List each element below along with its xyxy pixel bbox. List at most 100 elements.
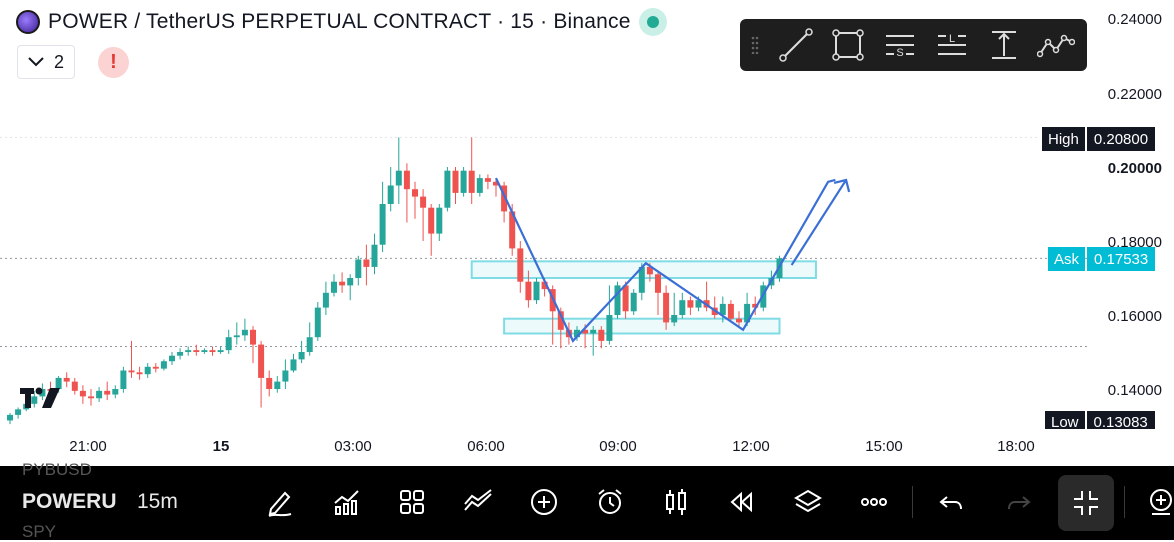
- candle-body: [744, 303, 751, 323]
- candle-body: [663, 292, 670, 323]
- range-box: [503, 317, 781, 335]
- candle-body: [290, 359, 297, 371]
- candle-body: [298, 352, 305, 360]
- layers-icon[interactable]: [790, 484, 826, 520]
- candle-body: [55, 377, 62, 389]
- candle-body: [185, 350, 192, 352]
- high-value: 0.20800: [1086, 127, 1156, 151]
- candle-body: [752, 303, 759, 308]
- long-tool-letter: S: [896, 47, 903, 59]
- add-circle-icon[interactable]: [526, 484, 562, 520]
- candle-body: [347, 278, 354, 286]
- long-position-tool-icon[interactable]: S: [874, 19, 926, 71]
- interval-selector[interactable]: 15m: [137, 490, 178, 513]
- time-label: 18:00: [997, 438, 1035, 455]
- measure-tool-icon[interactable]: [978, 19, 1030, 71]
- redo-icon[interactable]: [1000, 484, 1036, 520]
- candle-body: [379, 204, 386, 245]
- candles-icon[interactable]: [658, 484, 694, 520]
- indicators-icon[interactable]: [329, 484, 365, 520]
- price-label: 0.24000: [1107, 11, 1162, 28]
- candle-body: [436, 207, 443, 234]
- alarm-clock-icon[interactable]: [592, 484, 628, 520]
- price-label: 0.20000: [1107, 160, 1162, 177]
- trend-line-tool-icon[interactable]: [770, 19, 822, 71]
- indicator-collapse-button[interactable]: 2: [17, 45, 75, 79]
- low-price-tag: Low 0.13083: [1045, 411, 1155, 429]
- candle-body: [282, 370, 289, 382]
- fullscreen-exit-button[interactable]: [1058, 475, 1114, 531]
- rectangle-tool-icon[interactable]: [822, 19, 874, 71]
- price-chart[interactable]: [0, 0, 1174, 466]
- candle-body: [209, 350, 216, 352]
- candle-body: [250, 329, 256, 345]
- candle-body: [225, 337, 232, 351]
- candle-body: [501, 185, 508, 212]
- undo-icon[interactable]: [934, 484, 970, 520]
- candle-body: [314, 307, 321, 338]
- candle-body: [452, 170, 459, 193]
- candle-body: [331, 281, 337, 293]
- candle-body: [582, 329, 589, 334]
- time-label: 12:00: [732, 438, 770, 455]
- bottom-toolbar: PYBUSD POWERU SPY 15m: [0, 460, 1174, 541]
- candle-body: [736, 318, 742, 323]
- candle-body: [104, 390, 111, 395]
- candle-body: [533, 281, 540, 301]
- chevron-down-icon: [28, 57, 44, 67]
- more-icon[interactable]: [856, 484, 892, 520]
- candle-body: [574, 329, 580, 338]
- candle-body: [339, 281, 346, 286]
- candle-body: [598, 329, 605, 341]
- candle-body: [420, 196, 427, 208]
- candle-body: [31, 396, 38, 404]
- candle-body: [88, 396, 94, 399]
- drag-handle-icon[interactable]: [740, 36, 770, 54]
- candle-body: [679, 300, 686, 315]
- time-label: 03:00: [334, 438, 372, 455]
- add-symbol-icon[interactable]: [1146, 484, 1174, 520]
- candle-body: [719, 303, 726, 315]
- compare-icon[interactable]: [460, 484, 496, 520]
- candle-body: [128, 370, 135, 373]
- toolbar-divider: [912, 486, 913, 518]
- ask-price-tag: Ask 0.17533: [1048, 247, 1156, 271]
- candle-body: [274, 381, 281, 389]
- indicator-count: 2: [53, 51, 64, 72]
- candle-body: [590, 329, 597, 334]
- symbol-logo: [16, 10, 40, 34]
- ask-label: Ask: [1048, 247, 1086, 271]
- projection-path: [495, 177, 836, 343]
- chart-title[interactable]: POWER / TetherUS PERPETUAL CONTRACT · 15…: [48, 10, 631, 33]
- ghost-symbol-below: SPY: [22, 522, 57, 541]
- candle-body: [201, 350, 208, 352]
- candle-body: [15, 409, 22, 415]
- candle-body: [306, 337, 313, 352]
- candle-body: [476, 178, 483, 193]
- candle-body: [646, 266, 653, 275]
- price-label: 0.16000: [1107, 308, 1162, 325]
- candle-body: [112, 389, 119, 395]
- symbol-selector[interactable]: POWERU: [22, 490, 117, 513]
- candle-body: [71, 381, 78, 391]
- projection-arrow-line: [790, 179, 848, 266]
- short-position-tool-icon[interactable]: L: [926, 19, 978, 71]
- path-tool-icon[interactable]: [1030, 19, 1082, 71]
- candle-body: [493, 181, 499, 186]
- candle-body: [630, 292, 637, 312]
- price-label: 0.18000: [1107, 234, 1162, 251]
- candle-body: [412, 189, 418, 197]
- chart-area[interactable]: POWER / TetherUS PERPETUAL CONTRACT · 15…: [0, 0, 1174, 466]
- pencil-icon[interactable]: [262, 484, 298, 520]
- time-label: 09:00: [599, 438, 637, 455]
- warning-icon[interactable]: !: [98, 47, 129, 78]
- ghost-symbol-above: PYBUSD: [22, 460, 92, 479]
- time-label: 21:00: [69, 438, 107, 455]
- candle-body: [39, 389, 46, 397]
- candle-body: [217, 350, 224, 352]
- candle-body: [371, 244, 378, 267]
- candle-body: [638, 266, 645, 293]
- market-status-icon[interactable]: [638, 8, 667, 36]
- replay-icon[interactable]: [724, 484, 760, 520]
- layout-grid-icon[interactable]: [394, 484, 430, 520]
